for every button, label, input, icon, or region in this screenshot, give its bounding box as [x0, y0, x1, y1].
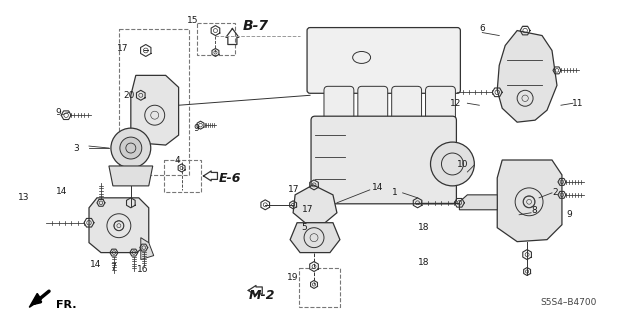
Text: 11: 11 — [572, 99, 584, 108]
Bar — [164, 160, 200, 192]
Text: 12: 12 — [450, 99, 461, 108]
Text: 7: 7 — [110, 263, 116, 272]
FancyBboxPatch shape — [307, 28, 460, 93]
Text: 15: 15 — [187, 16, 198, 25]
Polygon shape — [29, 293, 41, 307]
Polygon shape — [141, 238, 154, 260]
Circle shape — [120, 137, 142, 159]
Text: S5S4–B4700: S5S4–B4700 — [540, 298, 596, 307]
FancyBboxPatch shape — [426, 86, 456, 124]
Text: 6: 6 — [479, 24, 485, 33]
Text: 18: 18 — [418, 223, 429, 232]
Text: 17: 17 — [289, 185, 300, 194]
Text: 3: 3 — [73, 144, 79, 153]
Text: 14: 14 — [90, 260, 102, 269]
Text: 8: 8 — [531, 206, 537, 215]
Circle shape — [111, 128, 151, 168]
Text: 18: 18 — [418, 258, 429, 267]
Text: 9: 9 — [566, 210, 572, 219]
FancyBboxPatch shape — [324, 86, 354, 124]
Text: 9: 9 — [194, 124, 200, 132]
Circle shape — [431, 142, 474, 186]
Text: 4: 4 — [175, 156, 180, 165]
Text: 17: 17 — [302, 205, 314, 214]
Polygon shape — [89, 198, 148, 252]
Text: 16: 16 — [137, 265, 148, 274]
Text: 10: 10 — [456, 160, 468, 170]
Text: B-7: B-7 — [243, 19, 268, 33]
Text: FR.: FR. — [56, 300, 77, 310]
Text: 1: 1 — [392, 188, 397, 197]
Text: 5: 5 — [301, 223, 307, 232]
Polygon shape — [109, 166, 153, 186]
Text: 20: 20 — [123, 91, 134, 100]
Polygon shape — [290, 223, 340, 252]
Text: 13: 13 — [17, 193, 29, 202]
FancyBboxPatch shape — [358, 86, 388, 124]
Polygon shape — [131, 76, 179, 145]
Bar — [299, 268, 340, 307]
Text: 19: 19 — [287, 273, 299, 282]
Bar — [119, 28, 189, 175]
FancyArrowPatch shape — [35, 291, 49, 303]
Bar — [196, 23, 236, 55]
Polygon shape — [293, 185, 337, 223]
Text: 14: 14 — [372, 183, 383, 192]
Text: 9: 9 — [55, 108, 61, 117]
Text: 14: 14 — [56, 188, 68, 196]
FancyBboxPatch shape — [311, 116, 456, 204]
Text: E-6: E-6 — [218, 172, 241, 185]
Text: 2: 2 — [552, 188, 558, 197]
Text: 17: 17 — [117, 44, 129, 53]
Polygon shape — [497, 31, 557, 122]
Text: M-2: M-2 — [248, 289, 275, 302]
Polygon shape — [497, 160, 562, 242]
FancyBboxPatch shape — [392, 86, 422, 124]
Polygon shape — [460, 195, 497, 210]
